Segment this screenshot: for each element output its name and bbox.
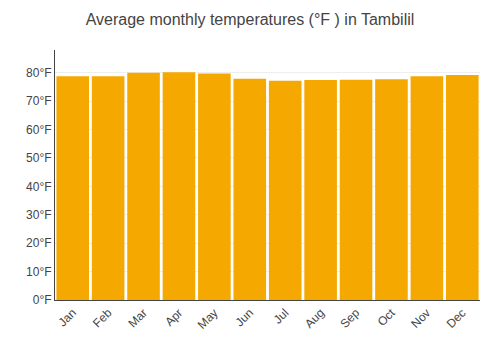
svg-text:Dec: Dec bbox=[444, 306, 469, 331]
svg-text:Jun: Jun bbox=[233, 306, 257, 330]
svg-text:Feb: Feb bbox=[90, 306, 115, 331]
svg-text:60°F: 60°F bbox=[26, 123, 51, 137]
svg-text:Average monthly temperatures (: Average monthly temperatures (°F ) in Ta… bbox=[86, 11, 415, 28]
svg-text:40°F: 40°F bbox=[26, 180, 51, 194]
svg-text:Oct: Oct bbox=[375, 305, 399, 329]
svg-text:Sep: Sep bbox=[337, 306, 362, 331]
svg-text:30°F: 30°F bbox=[26, 208, 51, 222]
svg-text:Jan: Jan bbox=[55, 306, 79, 330]
svg-text:Apr: Apr bbox=[162, 306, 185, 329]
svg-text:80°F: 80°F bbox=[26, 66, 51, 80]
svg-text:10°F: 10°F bbox=[26, 265, 51, 279]
svg-text:Jul: Jul bbox=[271, 306, 292, 327]
svg-text:Aug: Aug bbox=[302, 306, 327, 331]
svg-text:70°F: 70°F bbox=[26, 94, 51, 108]
svg-text:50°F: 50°F bbox=[26, 151, 51, 165]
svg-text:May: May bbox=[195, 306, 221, 332]
svg-text:Nov: Nov bbox=[408, 306, 433, 331]
svg-text:Mar: Mar bbox=[125, 306, 150, 331]
svg-text:0°F: 0°F bbox=[33, 293, 52, 307]
svg-text:20°F: 20°F bbox=[26, 236, 51, 250]
